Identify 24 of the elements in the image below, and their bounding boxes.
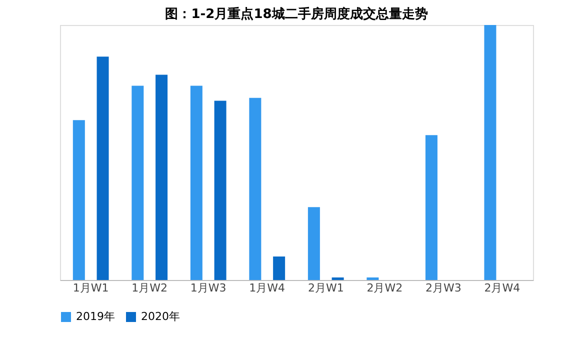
legend-label: 2019年 <box>76 310 115 323</box>
bar <box>190 86 202 280</box>
bar <box>156 74 168 280</box>
x-tick-label: 1月W1 <box>72 282 109 294</box>
x-tick-label: 2月W3 <box>425 282 462 294</box>
bar <box>308 207 320 280</box>
x-tick-label: 1月W4 <box>249 282 286 294</box>
bar <box>214 100 226 280</box>
x-tick-label: 2月W4 <box>484 282 520 294</box>
x-tick-label: 2月W1 <box>308 282 344 294</box>
legend-label: 2020年 <box>141 310 180 323</box>
x-tick-label: 2月W2 <box>366 282 403 294</box>
bar <box>425 135 438 280</box>
chart-title: 图：1-2月重点18城二手房周度成交总量走势 <box>165 6 428 22</box>
x-tick-label: 1月W2 <box>132 282 168 294</box>
bar <box>332 277 344 280</box>
bar <box>72 120 85 280</box>
x-tick-label: 1月W3 <box>190 282 226 294</box>
bar <box>132 86 144 280</box>
bar <box>249 98 262 280</box>
bar <box>366 277 379 280</box>
bar <box>273 256 286 280</box>
bar <box>484 25 496 280</box>
bar <box>96 56 109 280</box>
